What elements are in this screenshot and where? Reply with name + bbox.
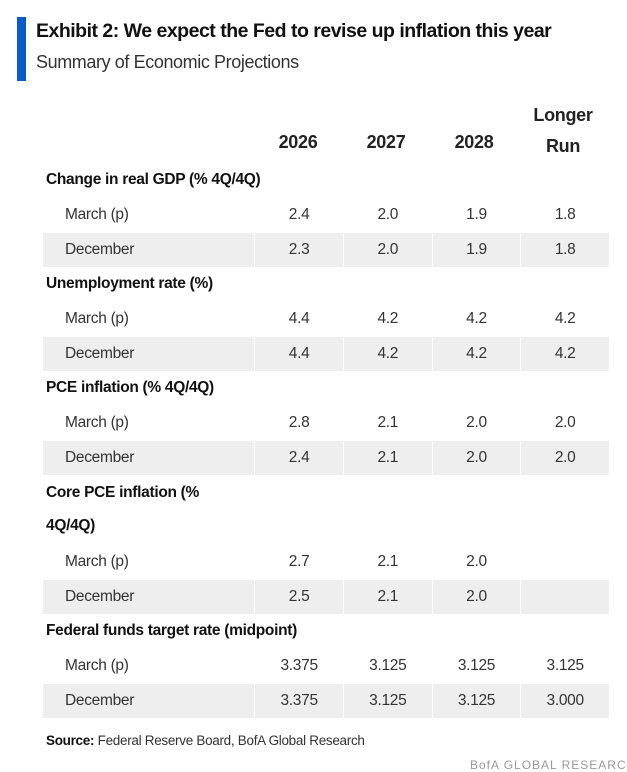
cell-value: 4.2	[520, 302, 609, 336]
accent-bar	[17, 17, 26, 81]
cell-value: 3.375	[254, 684, 343, 718]
table-row: March (p) 4.4 4.2 4.2 4.2	[43, 302, 609, 336]
group-header: Change in real GDP (% 4Q/4Q)	[46, 171, 261, 188]
cell-value: 2.0	[431, 406, 521, 440]
table-row: March (p) 2.4 2.0 1.9 1.8	[43, 198, 609, 232]
cell-value: 2.0	[431, 580, 521, 614]
source-note: Source: Federal Reserve Board, BofA Glob…	[46, 733, 365, 748]
cell-value: 4.4	[254, 337, 343, 371]
row-label: March (p)	[65, 310, 129, 327]
cell-value: 3.375	[254, 649, 343, 683]
cell-value: 2.0	[431, 545, 521, 579]
row-label: March (p)	[65, 414, 129, 431]
row-label: December	[65, 588, 135, 605]
cell-value: 2.1	[342, 406, 432, 440]
cell-value: 4.2	[520, 337, 609, 371]
watermark: BofA GLOBAL RESEARCH	[470, 758, 627, 772]
cell-value: 2.8	[254, 406, 343, 440]
group-header: PCE inflation (% 4Q/4Q)	[46, 379, 214, 396]
cell-value: 1.8	[520, 233, 609, 267]
cell-value	[520, 580, 609, 614]
cell-value: 2.1	[342, 580, 432, 614]
cell-value: 2.5	[254, 580, 343, 614]
cell-value: 4.2	[431, 302, 521, 336]
column-header-2026: 2026	[278, 132, 318, 152]
table-row: December 2.4 2.1 2.0 2.0	[43, 441, 609, 475]
cell-value: 3.125	[431, 684, 521, 718]
exhibit-title: Exhibit 2: We expect the Fed to revise u…	[36, 20, 552, 42]
cell-value: 2.1	[342, 545, 432, 579]
cell-value: 1.9	[431, 198, 521, 232]
cell-value: 2.4	[254, 441, 343, 475]
row-label: March (p)	[65, 206, 129, 223]
cell-value: 2.1	[342, 441, 432, 475]
group-header: Unemployment rate (%)	[46, 275, 213, 292]
cell-value: 3.125	[342, 684, 432, 718]
cell-value: 3.125	[520, 649, 609, 683]
table-row: March (p) 2.8 2.1 2.0 2.0	[43, 406, 609, 440]
cell-value: 3.125	[431, 649, 521, 683]
table-row: March (p) 2.7 2.1 2.0	[43, 545, 609, 579]
row-label: December	[65, 692, 135, 709]
cell-value: 1.8	[520, 198, 609, 232]
source-label: Source:	[46, 733, 95, 748]
row-label: March (p)	[65, 657, 129, 674]
row-label: December	[65, 241, 135, 258]
cell-value: 2.3	[254, 233, 343, 267]
table-row: December 2.3 2.0 1.9 1.8	[43, 233, 609, 267]
column-header-2028: 2028	[454, 132, 494, 152]
source-text: Federal Reserve Board, BofA Global Resea…	[94, 733, 365, 748]
cell-value	[520, 545, 609, 579]
cell-value: 2.4	[254, 198, 343, 232]
group-header: Core PCE inflation (% 4Q/4Q)	[46, 484, 200, 534]
cell-value: 1.9	[431, 233, 521, 267]
row-label: December	[65, 449, 135, 466]
column-header-2027: 2027	[366, 132, 406, 152]
row-label: December	[65, 345, 135, 362]
cell-value: 2.0	[520, 406, 609, 440]
exhibit-subtitle: Summary of Economic Projections	[36, 52, 299, 72]
cell-value: 2.7	[254, 545, 343, 579]
cell-value: 2.0	[342, 198, 432, 232]
column-header-longer-run: Longer Run	[533, 105, 593, 156]
cell-value: 4.2	[342, 337, 432, 371]
cell-value: 4.2	[342, 302, 432, 336]
cell-value: 2.0	[520, 441, 609, 475]
cell-value: 2.0	[431, 441, 521, 475]
cell-value: 3.000	[520, 684, 609, 718]
cell-value: 3.125	[342, 649, 432, 683]
table-row: December 4.4 4.2 4.2 4.2	[43, 337, 609, 371]
table-row: March (p) 3.375 3.125 3.125 3.125	[43, 649, 609, 683]
group-header: Federal funds target rate (midpoint)	[46, 622, 297, 639]
cell-value: 4.4	[254, 302, 343, 336]
cell-value: 4.2	[431, 337, 521, 371]
table-row: December 2.5 2.1 2.0	[43, 580, 609, 614]
cell-value: 2.0	[342, 233, 432, 267]
row-label: March (p)	[65, 553, 129, 570]
table-row: December 3.375 3.125 3.125 3.000	[43, 684, 609, 718]
